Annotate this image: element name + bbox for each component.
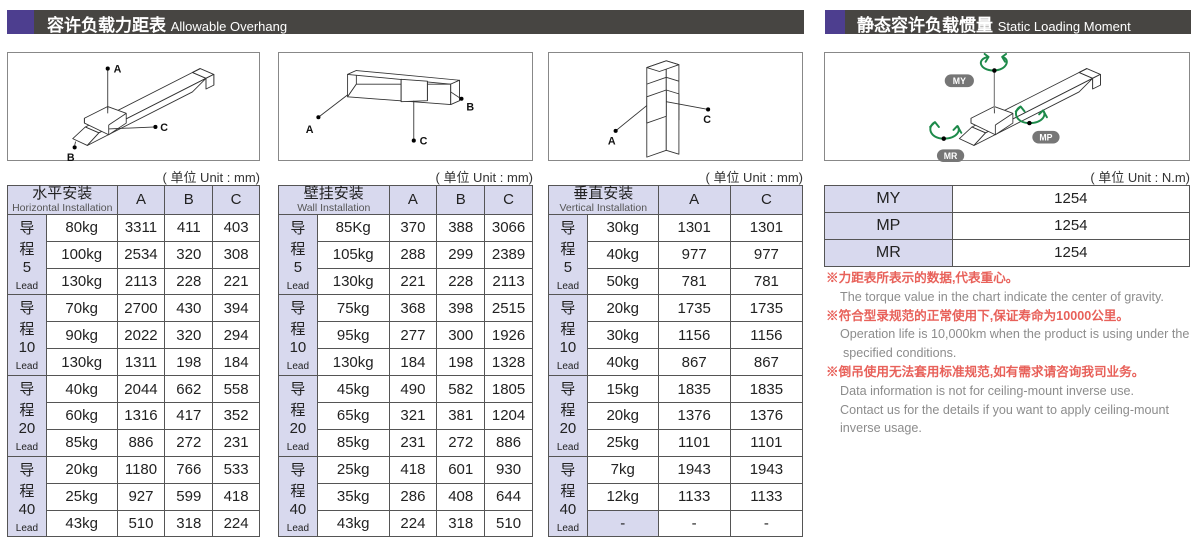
svg-text:C: C: [160, 122, 168, 134]
svg-text:MP: MP: [1039, 133, 1052, 143]
svg-text:B: B: [466, 101, 474, 113]
svg-text:B: B: [67, 152, 75, 162]
svg-text:A: A: [608, 135, 616, 147]
svg-text:C: C: [703, 114, 711, 126]
svg-text:MY: MY: [953, 76, 966, 86]
svg-text:C: C: [420, 135, 428, 147]
svg-text:A: A: [114, 63, 122, 75]
svg-text:A: A: [306, 124, 314, 136]
svg-text:MR: MR: [944, 151, 958, 161]
